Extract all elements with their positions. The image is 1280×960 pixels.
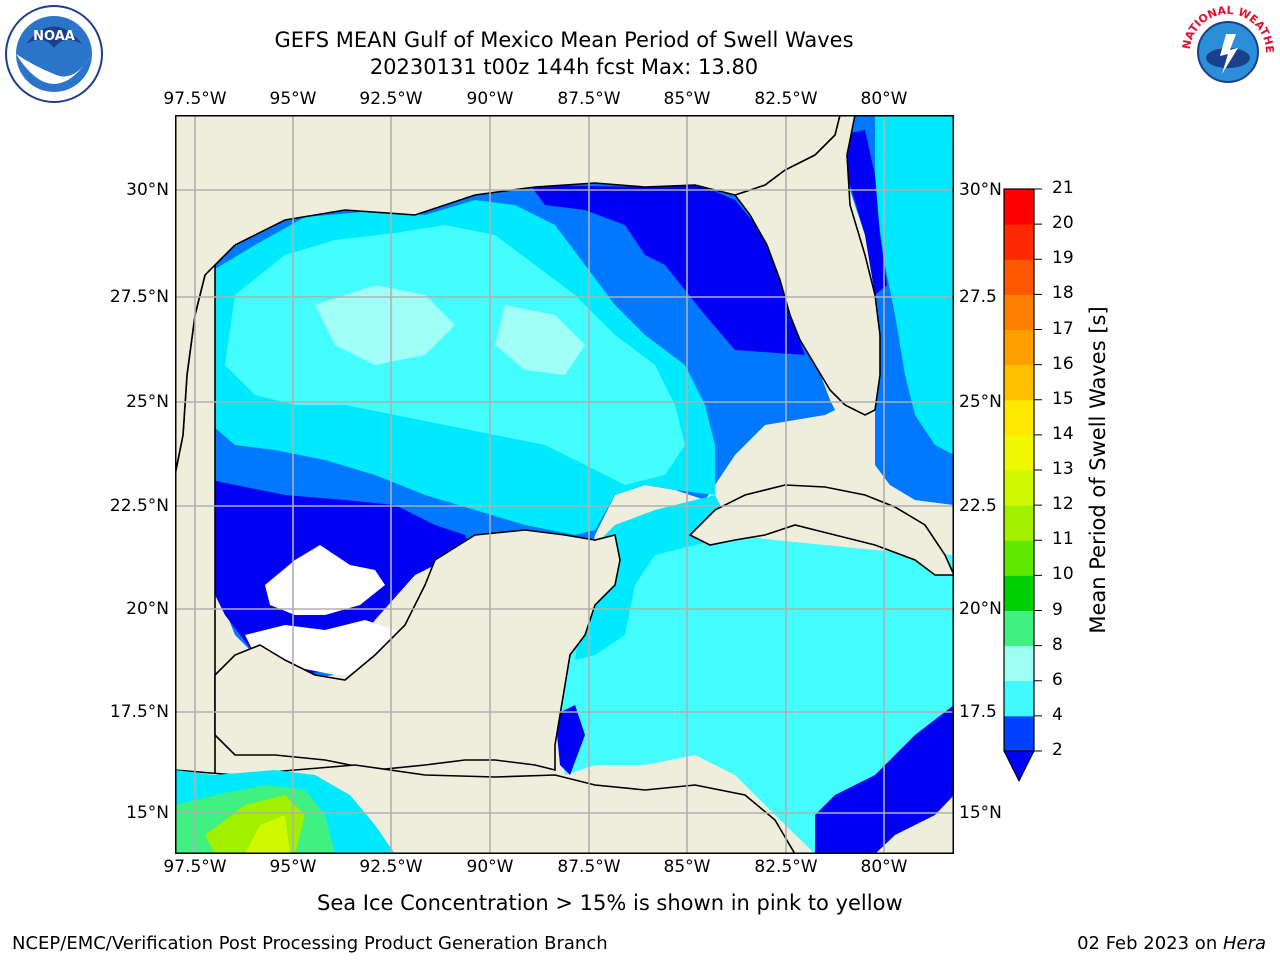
- lat-tick-right: 15°N: [959, 803, 1002, 823]
- lon-tick-bottom: 95°W: [269, 857, 317, 877]
- atlantic-deep: [840, 130, 887, 295]
- lon-tick-bottom: 90°W: [466, 857, 514, 877]
- lon-tick-top: 95°W: [269, 89, 317, 109]
- colorbar-tick-label: 4: [1052, 704, 1063, 725]
- colorbar-tick-label: 13: [1052, 459, 1074, 479]
- colorbar-cell: [1004, 540, 1034, 576]
- lon-tick-top: 87.5°W: [557, 89, 621, 109]
- colorbar-tick-label: 17: [1052, 318, 1074, 339]
- lat-tick-right: 17.5: [959, 702, 997, 722]
- colorbar-tick-labels: 2 4 6 8 9 10 11 12 13 14 15 16 17 18 19 20 21: [1052, 0, 1092, 960]
- no-data-patch: [265, 545, 385, 615]
- lon-tick-top: 85°W: [663, 89, 711, 109]
- sea-ice-note: Sea Ice Concentration > 15% is shown in …: [317, 891, 903, 915]
- colorbar-tick-label: 21: [1052, 178, 1074, 198]
- colorbar-tick-label: 10: [1052, 564, 1074, 585]
- noaa-logo-text: NOAA: [33, 29, 75, 44]
- lat-tick-left: 15°N: [126, 803, 169, 823]
- colorbar-cell: [1004, 645, 1034, 682]
- lat-tick-left: 20°N: [126, 599, 169, 619]
- deep-blue-ne: [530, 185, 805, 355]
- colorbar-cell: [1004, 680, 1034, 717]
- colorbar-cell: [1004, 399, 1034, 436]
- lat-tick-left: 30°N: [126, 180, 169, 200]
- footer-host: Hera: [1222, 933, 1266, 954]
- footer-date-text: 02 Feb 2023 on: [1077, 933, 1223, 954]
- lat-tick-right: 25°N: [959, 392, 1002, 412]
- gulf-of-mexico-map: [175, 115, 954, 854]
- lon-tick-top: 80°W: [860, 89, 908, 109]
- lon-tick-bottom: 97.5°W: [163, 857, 227, 877]
- lat-tick-right: 30°N: [959, 180, 1002, 200]
- lon-tick-top: 90°W: [466, 89, 514, 109]
- colorbar-tick-label: 16: [1052, 353, 1074, 374]
- lon-tick-top: 82.5°W: [754, 89, 818, 109]
- pale-cyan-patch: [315, 285, 455, 365]
- colorbar-tick-label: 2: [1052, 740, 1063, 760]
- colorbar-tick-label: 14: [1052, 423, 1074, 444]
- colorbar-tick-label: 20: [1052, 213, 1074, 234]
- lat-tick-right: 27.5: [959, 287, 997, 307]
- colorbar-tick-label: 8: [1052, 634, 1063, 655]
- lat-tick-right: 22.5: [959, 496, 997, 516]
- colorbar-cell: [1004, 610, 1034, 647]
- lon-tick-bottom: 87.5°W: [557, 857, 621, 877]
- colorbar-cell: [1004, 715, 1034, 752]
- colorbar-tick-label: 19: [1052, 248, 1074, 269]
- colorbar-cell: [1004, 189, 1034, 225]
- colorbar-cell: [1004, 470, 1034, 506]
- colorbar: [1003, 188, 1042, 783]
- graticule: [175, 115, 954, 854]
- lon-tick-bottom: 82.5°W: [754, 857, 818, 877]
- colorbar-tick-label: 18: [1052, 283, 1074, 304]
- nws-logo: NATIONAL WEATHER SERVICE: [1172, 0, 1280, 104]
- lat-tick-left: 27.5°N: [109, 287, 169, 307]
- colorbar-extend-arrow: [1003, 750, 1035, 783]
- deep-blue-south: [555, 705, 585, 775]
- colorbar-cell: [1004, 575, 1034, 611]
- map-title: GEFS MEAN Gulf of Mexico Mean Period of …: [274, 28, 854, 52]
- lat-tick-right: 20°N: [959, 599, 1002, 619]
- colorbar-cell: [1004, 364, 1034, 401]
- lon-tick-bottom: 85°W: [663, 857, 711, 877]
- light-cyan-core: [225, 225, 685, 485]
- colorbar-cell: [1004, 329, 1034, 366]
- lat-tick-left: 25°N: [126, 392, 169, 412]
- pacific-yellow: [245, 815, 290, 854]
- pale-cyan-patch: [495, 305, 585, 375]
- lat-tick-left: 22.5°N: [109, 496, 169, 516]
- colorbar-tick-label: 6: [1052, 669, 1063, 690]
- lon-tick-top: 92.5°W: [359, 89, 423, 109]
- us-coast-land: [175, 115, 841, 476]
- cuba-land: [688, 484, 954, 576]
- footer-org: NCEP/EMC/Verification Post Processing Pr…: [12, 933, 608, 954]
- footer-date: 02 Feb 2023 on Hera: [1077, 933, 1266, 954]
- caribbean-water: [555, 525, 954, 854]
- colorbar-tick-label: 15: [1052, 388, 1074, 409]
- colorbar-tick-label: 9: [1052, 599, 1063, 620]
- lon-tick-top: 97.5°W: [163, 89, 227, 109]
- colorbar-tick-label: 11: [1052, 529, 1074, 550]
- lon-tick-bottom: 80°W: [860, 857, 908, 877]
- map-subtitle-date: 20230131 t00z 144h fcst Max: 13.80: [369, 55, 759, 79]
- colorbar-cell: [1004, 505, 1034, 541]
- map-frame: [175, 115, 954, 854]
- colorbar-cell: [1004, 294, 1034, 330]
- yucatan-land: [214, 529, 621, 772]
- noaa-logo: NOAA: [4, 4, 104, 104]
- colorbar-cell: [1004, 259, 1034, 295]
- lat-tick-left: 17.5°N: [109, 702, 169, 722]
- colorbar-tick-label: 12: [1052, 494, 1074, 515]
- colorbar-label: Mean Period of Swell Waves [s]: [1086, 306, 1110, 634]
- colorbar-cell: [1004, 434, 1034, 471]
- colorbar-cell: [1004, 224, 1034, 260]
- lon-tick-bottom: 92.5°W: [359, 857, 423, 877]
